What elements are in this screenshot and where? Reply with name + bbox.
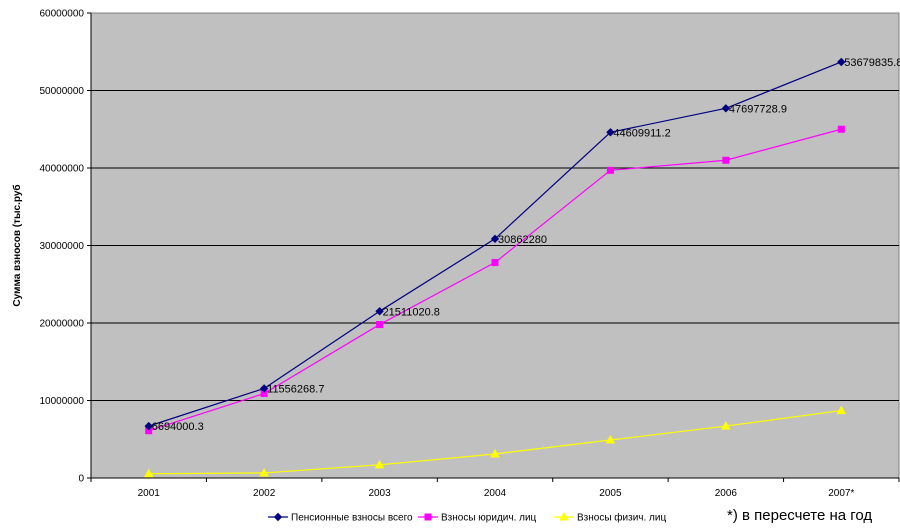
data-point-marker	[491, 259, 499, 267]
data-point-marker	[144, 421, 153, 431]
data-point-marker	[374, 459, 385, 469]
data-point-marker	[259, 467, 270, 477]
legend-label: Пенсионные взносы всего	[291, 513, 413, 524]
series-3	[143, 405, 847, 478]
data-label: 21511020.8	[383, 306, 440, 318]
y-axis-label: Сумма взносов (тыс.руб	[11, 184, 23, 306]
data-label: 6694000.3	[152, 421, 204, 433]
data-point-marker	[606, 166, 614, 174]
data-point-marker	[490, 448, 500, 458]
data-point-marker	[273, 512, 283, 522]
x-axis-ticks: 2001 2002 2003 2004 2005 2006 2007*	[90, 478, 900, 499]
data-point-marker	[375, 307, 384, 316]
legend-item: Пенсионные взносы всего	[268, 513, 413, 524]
footnote: *) в пересчете на год	[727, 507, 872, 524]
legend-item: Взносы физич. лиц	[554, 512, 666, 524]
data-point-marker	[837, 57, 846, 67]
x-tick-label: 2007*	[828, 488, 854, 499]
legend-label: Взносы юридич. лиц	[441, 513, 537, 524]
data-point-marker	[559, 511, 569, 521]
data-point-marker	[837, 125, 845, 133]
y-tick-label: 0	[78, 474, 84, 485]
x-tick-label: 2004	[484, 488, 507, 499]
series-2	[145, 125, 845, 435]
data-point-marker	[424, 513, 432, 521]
y-tick-label: 40000000	[40, 164, 85, 175]
x-tick-label: 2003	[368, 488, 391, 499]
y-tick-label: 30000000	[40, 241, 85, 252]
data-point-marker	[606, 128, 615, 137]
data-point-marker	[836, 405, 847, 415]
data-point-marker	[722, 156, 730, 164]
x-tick-label: 2005	[599, 488, 622, 499]
data-point-marker	[605, 435, 616, 444]
legend-label: Взносы физич. лиц	[577, 512, 666, 524]
data-label: 53679835.8	[844, 57, 900, 69]
legend: Пенсионные взносы всего Взносы юридич. ли…	[268, 512, 666, 524]
series-group: 6694000.3 11556268.7 21511020.8 30862280 446…	[143, 57, 900, 478]
x-tick-label: 2006	[715, 488, 738, 499]
y-axis-ticks: 0 10000000 20000000 30000000 40000000 5000000…	[40, 9, 91, 485]
x-tick-label: 2002	[253, 488, 276, 499]
data-point-marker	[143, 468, 154, 478]
data-point-marker	[490, 234, 500, 244]
data-point-marker	[376, 321, 384, 329]
data-label: 11556268.7	[267, 383, 324, 395]
x-tick-label: 2001	[138, 488, 161, 499]
y-tick-label: 20000000	[40, 319, 85, 330]
data-label: 47697728.9	[729, 103, 787, 115]
y-tick-label: 10000000	[40, 396, 85, 407]
data-point-marker	[721, 104, 731, 113]
data-label: 44609911.2	[613, 127, 670, 139]
data-point-marker	[259, 384, 269, 393]
data-label: 30862280	[498, 234, 547, 246]
series-1: 6694000.3 11556268.7 21511020.8 30862280 446…	[144, 57, 900, 433]
y-tick-label: 60000000	[40, 9, 85, 20]
legend-item: Взносы юридич. лиц	[418, 513, 537, 524]
y-tick-label: 50000000	[40, 86, 85, 97]
data-point-marker	[720, 421, 731, 430]
